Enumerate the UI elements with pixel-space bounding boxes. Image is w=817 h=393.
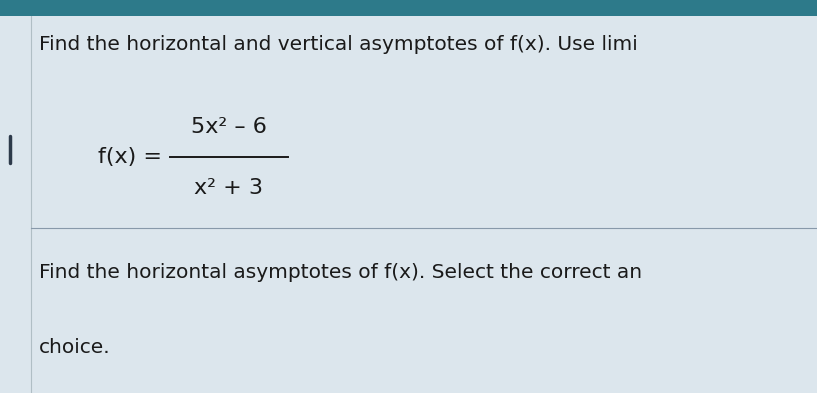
Text: x² + 3: x² + 3 — [194, 178, 263, 198]
Text: choice.: choice. — [39, 338, 111, 357]
Text: Find the horizontal asymptotes of f(x). Select the correct an: Find the horizontal asymptotes of f(x). … — [39, 263, 642, 282]
Text: 5x² – 6: 5x² – 6 — [191, 117, 266, 137]
Text: f(x) =: f(x) = — [98, 147, 169, 167]
Bar — [0, 0, 817, 16]
Text: Find the horizontal and vertical asymptotes of f(x). Use limi: Find the horizontal and vertical asympto… — [39, 35, 638, 54]
